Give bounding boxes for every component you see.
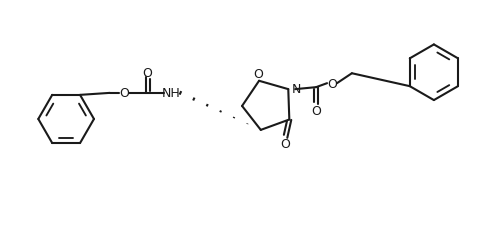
Text: O: O (280, 137, 290, 150)
Text: O: O (253, 68, 263, 81)
Text: O: O (119, 87, 129, 100)
Text: O: O (143, 66, 153, 79)
Text: NH: NH (162, 87, 181, 100)
Text: O: O (327, 77, 337, 90)
Text: N: N (291, 82, 301, 95)
Text: O: O (311, 104, 321, 117)
